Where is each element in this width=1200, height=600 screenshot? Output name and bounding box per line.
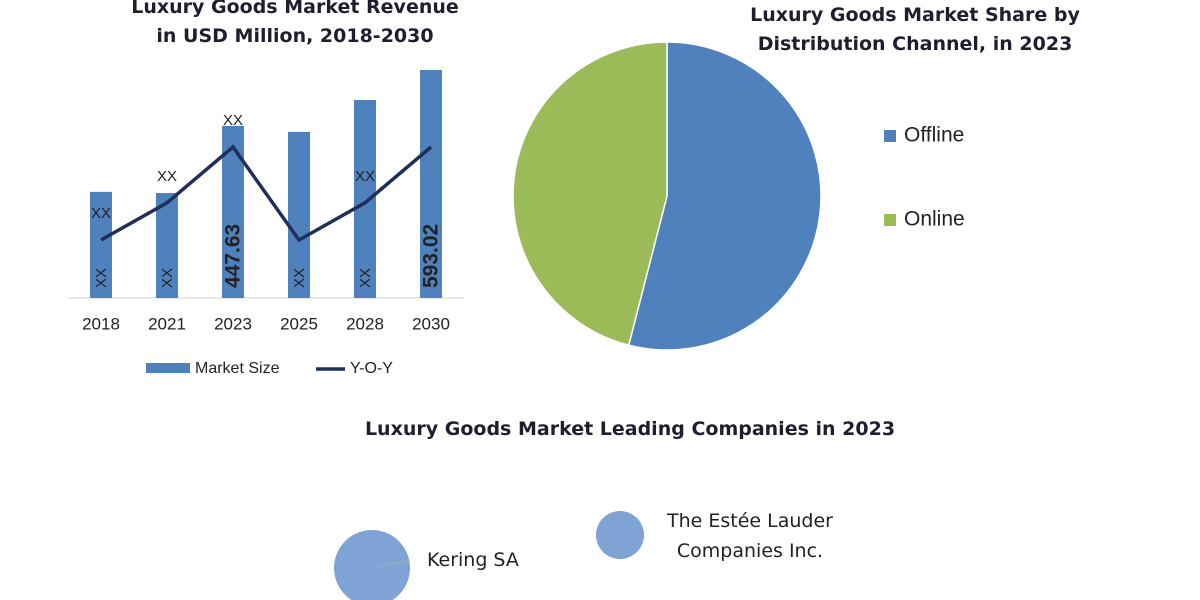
legend-swatch <box>146 363 190 373</box>
bubble <box>596 511 644 559</box>
x-tick-label: 2028 <box>346 314 384 333</box>
x-tick-label: 2023 <box>214 314 252 333</box>
legend-swatch <box>884 214 896 226</box>
chart-title: Luxury Goods Market Revenue in USD Milli… <box>131 0 459 47</box>
leader-line <box>371 559 411 569</box>
pie-slice <box>627 41 822 351</box>
bar <box>90 191 112 298</box>
bar <box>354 99 376 299</box>
bubble <box>334 530 410 600</box>
bubble-label: The Estée Lauder Companies Inc. <box>667 510 833 562</box>
chart-title: Luxury Goods Market Leading Companies in… <box>364 418 896 440</box>
bar <box>288 131 310 298</box>
data-label: XX <box>291 268 308 288</box>
data-label: XX <box>357 268 374 288</box>
x-tick-label: 2021 <box>148 314 186 333</box>
data-label: XX <box>157 168 177 185</box>
legend-swatch <box>884 130 896 142</box>
x-tick-label: 2018 <box>82 314 120 333</box>
bar <box>156 193 178 298</box>
data-label: 593.02 <box>420 224 443 288</box>
x-tick-label: 2025 <box>280 314 318 333</box>
data-label: XX <box>159 268 176 288</box>
data-label: 447.63 <box>222 224 245 288</box>
bubble-label: Kering SA <box>427 549 519 571</box>
x-tick-label: 2030 <box>412 314 450 333</box>
data-label: XX <box>93 268 110 288</box>
legend-label: Y-O-Y <box>350 360 393 377</box>
line <box>100 144 433 243</box>
pie-slice <box>512 41 668 347</box>
data-label: XX <box>91 205 111 222</box>
data-label: XX <box>223 112 243 129</box>
legend-label: Online <box>904 208 965 231</box>
bar <box>420 70 442 298</box>
bar <box>222 125 244 298</box>
legend-label: Market Size <box>195 360 280 377</box>
legend-label: Offline <box>904 124 964 147</box>
chart-title: Luxury Goods Market Share by Distributio… <box>750 4 1080 55</box>
data-label: XX <box>355 168 375 185</box>
